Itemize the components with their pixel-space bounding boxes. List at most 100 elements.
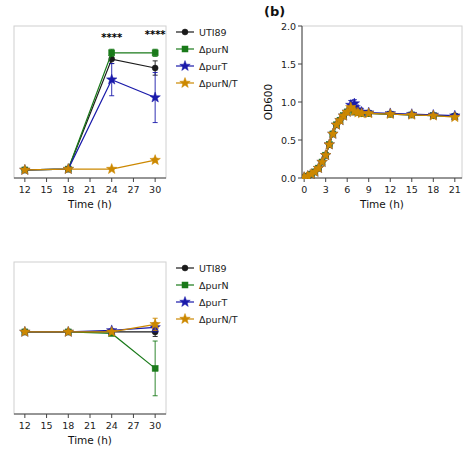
point <box>152 50 158 56</box>
x-tick <box>24 414 25 418</box>
point <box>320 150 330 160</box>
point <box>150 92 160 102</box>
x-tick-label: 24 <box>106 420 118 431</box>
x-tick <box>347 178 348 182</box>
point <box>385 108 395 118</box>
legend: UTI89 ΔpurN ΔpurT ΔpurN/T <box>176 263 238 325</box>
x-tick-label: 27 <box>127 420 139 431</box>
y-tick-label: 1.5 <box>281 59 296 70</box>
panel: 0369121518210.00.51.01.52.0Time (h)OD600… <box>262 4 462 210</box>
x-tick <box>111 178 112 182</box>
legend-label: UTI89 <box>199 263 227 274</box>
point <box>63 164 73 174</box>
annotation: **** <box>145 29 167 40</box>
x-tick-label: 18 <box>62 420 74 431</box>
legend-entry: ΔpurN <box>176 280 229 291</box>
point <box>63 164 73 174</box>
x-tick <box>325 178 326 182</box>
x-tick <box>155 414 156 418</box>
x-tick-label: 12 <box>384 184 396 195</box>
legend-label: ΔpurT <box>199 61 227 72</box>
point <box>328 128 338 138</box>
series <box>22 49 158 173</box>
series-line <box>25 160 155 170</box>
legend-marker <box>182 265 188 271</box>
marks <box>20 49 161 174</box>
x-tick <box>368 178 369 182</box>
x-tick <box>24 178 25 182</box>
y-tick-label: 2.0 <box>281 21 296 32</box>
x-tick <box>68 414 69 418</box>
legend-marker <box>180 61 190 71</box>
x-tick-label: 30 <box>149 420 161 431</box>
x-tick-label: 12 <box>19 420 31 431</box>
legend-entry: ΔpurT <box>176 61 227 72</box>
x-tick-label: 21 <box>84 184 96 195</box>
point <box>428 109 438 119</box>
series <box>302 105 458 179</box>
x-tick-label: 21 <box>84 420 96 431</box>
legend-label: UTI89 <box>199 27 227 38</box>
legend: UTI89ΔpurNΔpurTΔpurN/T <box>176 27 238 89</box>
point <box>152 65 158 71</box>
legend-entry: UTI89 <box>176 263 227 274</box>
x-axis-label: Time (h) <box>67 434 112 446</box>
x-tick <box>155 178 156 182</box>
legend-label: ΔpurN/T <box>199 314 238 325</box>
x-tick-label: 9 <box>366 184 372 195</box>
series-line <box>25 59 155 170</box>
legend-marker <box>180 314 190 324</box>
point <box>106 326 116 336</box>
x-tick <box>46 414 47 418</box>
legend-marker <box>180 297 190 307</box>
x-tick-label: 12 <box>19 184 31 195</box>
x-tick-label: 15 <box>406 184 418 195</box>
series-line <box>304 108 455 177</box>
marks <box>302 98 460 179</box>
point <box>20 164 30 174</box>
series-line <box>25 53 155 170</box>
point <box>109 50 115 56</box>
series <box>22 55 158 173</box>
series <box>22 329 158 396</box>
series-line <box>304 107 455 177</box>
point <box>385 109 395 119</box>
y-tick-label: 0.0 <box>281 173 296 184</box>
point <box>106 74 116 84</box>
legend-marker <box>182 282 188 288</box>
x-tick <box>433 178 434 182</box>
point <box>324 139 334 149</box>
legend-label: ΔpurT <box>199 297 227 308</box>
legend-label: ΔpurN/T <box>199 78 238 89</box>
series-line <box>304 108 455 177</box>
x-tick-label: 0 <box>301 184 307 195</box>
y-tick <box>298 140 302 141</box>
series-line <box>25 80 155 170</box>
x-axis-label: Time (h) <box>359 198 404 210</box>
x-tick-label: 27 <box>127 184 139 195</box>
x-tick-label: 18 <box>427 184 439 195</box>
plot-frame <box>14 262 166 414</box>
y-axis-label: OD600 <box>262 84 274 120</box>
x-tick <box>454 178 455 182</box>
x-tick <box>68 178 69 182</box>
point <box>63 326 73 336</box>
point <box>63 326 73 336</box>
legend-marker <box>180 78 190 88</box>
x-tick <box>46 178 47 182</box>
series <box>20 318 161 336</box>
point <box>450 112 460 122</box>
legend-entry: UTI89 <box>176 27 227 38</box>
marks <box>20 318 161 396</box>
series <box>302 98 460 179</box>
series <box>20 64 161 175</box>
point <box>150 155 160 165</box>
y-tick <box>298 178 302 179</box>
figure: 12151821242730Time (h)********UTI89ΔpurN… <box>0 0 474 474</box>
point <box>317 157 327 167</box>
x-tick <box>133 178 134 182</box>
series <box>302 102 460 179</box>
legend-entry: ΔpurN/T <box>176 78 238 89</box>
panel: 12151821242730Time (h)********UTI89ΔpurN… <box>14 26 238 210</box>
point <box>106 164 116 174</box>
